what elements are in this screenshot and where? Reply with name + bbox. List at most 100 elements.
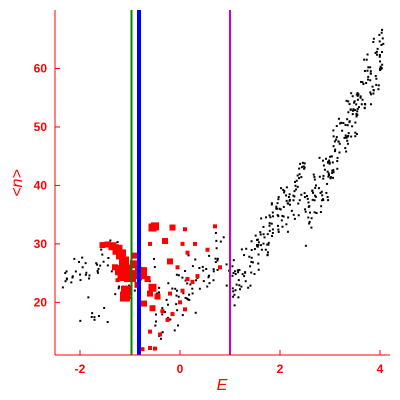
data-point-red: [149, 305, 156, 312]
data-point-red: [158, 332, 162, 337]
data-point-black: [356, 107, 359, 110]
data-point-black: [295, 179, 298, 182]
data-point-black: [256, 244, 259, 247]
data-point-black: [188, 298, 191, 301]
data-point-black: [93, 316, 96, 319]
data-point-black: [88, 277, 91, 280]
data-point-black: [363, 107, 366, 110]
data-point-black: [336, 167, 339, 170]
data-point-black: [375, 83, 378, 86]
data-point-black: [74, 270, 77, 273]
data-point-black: [347, 134, 350, 137]
data-point-black: [198, 287, 201, 290]
data-point-black: [345, 99, 348, 102]
data-point-black: [361, 81, 364, 84]
data-point-black: [277, 230, 280, 233]
data-point-red: [162, 237, 168, 244]
data-point-black: [310, 217, 313, 220]
data-point-black: [106, 264, 109, 267]
data-point-black: [311, 198, 314, 201]
data-point-black: [195, 279, 198, 282]
data-point-black: [253, 248, 256, 251]
data-point-black: [378, 55, 381, 58]
data-point-black: [377, 88, 380, 91]
data-point-black: [169, 318, 172, 321]
data-point-black: [347, 132, 350, 135]
data-point-black: [361, 98, 364, 101]
data-point-black: [344, 147, 347, 150]
data-point-black: [332, 171, 335, 174]
data-point-black: [369, 70, 372, 73]
data-point-black: [109, 239, 112, 242]
data-point-black: [311, 189, 314, 192]
data-point-black: [356, 92, 359, 95]
data-point-black: [319, 192, 322, 195]
data-point-black: [207, 274, 210, 277]
data-point-black: [117, 287, 120, 290]
data-point-black: [71, 276, 74, 279]
data-point-black: [244, 280, 247, 283]
data-point-black: [336, 156, 339, 159]
data-point-red: [148, 223, 157, 232]
data-point-black: [346, 124, 349, 127]
data-point-black: [327, 199, 330, 202]
data-point-black: [304, 244, 307, 247]
data-point-black: [167, 303, 170, 306]
data-point-black: [96, 263, 99, 266]
data-point-black: [270, 202, 273, 205]
data-point-black: [378, 33, 381, 36]
data-point-black: [133, 289, 136, 292]
data-point-black: [315, 212, 318, 215]
data-point-black: [239, 288, 242, 291]
data-point-black: [313, 175, 316, 178]
data-point-black: [327, 175, 330, 178]
data-point-black: [329, 155, 332, 158]
data-point-black: [278, 207, 281, 210]
data-point-black: [356, 113, 359, 116]
data-point-black: [233, 270, 236, 273]
data-point-black: [342, 122, 345, 125]
data-point-red: [99, 242, 106, 249]
data-point-black: [351, 113, 354, 116]
data-point-black: [354, 131, 357, 134]
data-point-red: [117, 271, 128, 282]
data-point-black: [288, 203, 291, 206]
data-point-black: [164, 311, 167, 314]
data-point-black: [307, 201, 310, 204]
data-point-black: [161, 307, 164, 310]
data-point-black: [294, 180, 297, 183]
data-point-black: [300, 193, 303, 196]
data-point-black: [99, 264, 102, 267]
data-point-black: [338, 151, 341, 154]
data-point-red: [169, 224, 176, 231]
data-point-black: [97, 315, 100, 318]
data-point-black: [287, 196, 290, 199]
data-point-black: [332, 129, 335, 132]
data-point-black: [191, 265, 194, 268]
data-point-black: [354, 121, 357, 124]
data-point-black: [300, 176, 303, 179]
data-point-black: [231, 265, 234, 268]
data-point-black: [337, 140, 340, 143]
data-point-red: [160, 309, 165, 314]
data-point-black: [71, 275, 74, 278]
data-point-black: [352, 101, 355, 104]
data-point-black: [249, 265, 252, 268]
data-point-black: [293, 217, 296, 220]
data-point-black: [254, 234, 257, 237]
data-point-black: [298, 199, 301, 202]
data-point-black: [299, 162, 302, 165]
data-point-red: [140, 347, 145, 352]
data-point-black: [363, 70, 366, 73]
y-tick-label: 20: [34, 295, 48, 309]
data-point-black: [352, 108, 355, 111]
data-point-black: [201, 265, 204, 268]
data-point-black: [286, 230, 289, 233]
data-point-black: [64, 272, 67, 275]
data-point-black: [303, 196, 306, 199]
data-point-black: [259, 233, 262, 236]
data-point-black: [282, 215, 285, 218]
data-point-black: [87, 296, 90, 299]
data-point-black: [335, 125, 338, 128]
data-point-black: [281, 214, 284, 217]
